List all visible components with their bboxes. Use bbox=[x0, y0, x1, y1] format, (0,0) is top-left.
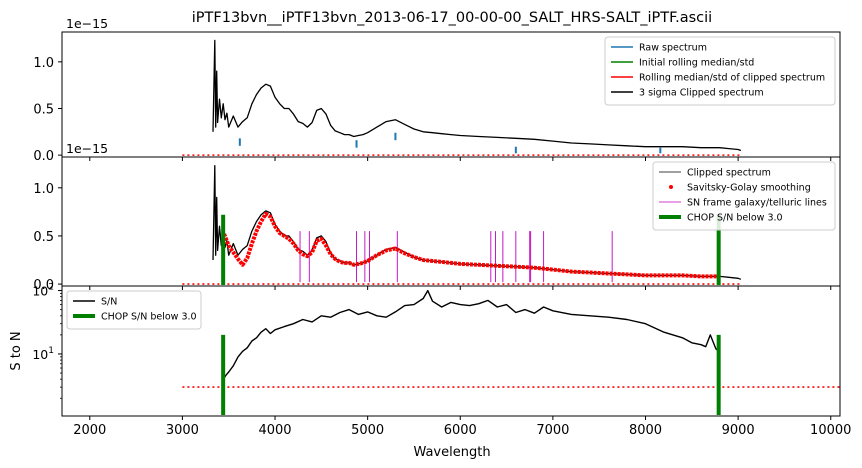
x-tick-label: 10000 bbox=[810, 423, 851, 438]
y-axis-label: S to N bbox=[9, 331, 24, 370]
legend-box bbox=[604, 36, 836, 106]
x-tick-label: 4000 bbox=[258, 423, 291, 438]
legend-entry: Clipped spectrum bbox=[687, 168, 771, 179]
legend-entry: S/N bbox=[101, 297, 117, 308]
y-tick-label: 0.0 bbox=[33, 278, 54, 293]
x-axis-label: Wavelength bbox=[413, 445, 490, 460]
signal-to-noise-line bbox=[222, 289, 720, 380]
legend-entry: CHOP S/N below 3.0 bbox=[101, 312, 197, 323]
spectrum-line bbox=[212, 39, 742, 152]
y-tick-label: 1.0 bbox=[33, 56, 54, 71]
legend-box bbox=[66, 290, 202, 330]
legend-entry: SN frame galaxy/telluric lines bbox=[687, 198, 827, 209]
x-tick-label: 6000 bbox=[444, 423, 477, 438]
legend-entry: CHOP S/N below 3.0 bbox=[687, 213, 783, 224]
x-tick-label: 3000 bbox=[166, 423, 199, 438]
legend-middle: Clipped spectrum Savitsky-Golay smoothing… bbox=[652, 161, 836, 231]
y-tick-label: 0.5 bbox=[33, 230, 54, 245]
legend-entry: Savitsky-Golay smoothing bbox=[687, 183, 811, 194]
y-offset-text: 1e−15 bbox=[66, 16, 108, 31]
legend-entry: 3 sigma Clipped spectrum bbox=[639, 88, 764, 99]
legend-entry: Rolling median/std of clipped spectrum bbox=[639, 73, 825, 84]
x-tick-label: 2000 bbox=[73, 423, 106, 438]
legend-box bbox=[652, 161, 836, 231]
x-tick-label: 7000 bbox=[536, 423, 569, 438]
savitsky-golay-curve bbox=[222, 211, 720, 279]
legend-bottom: S/N CHOP S/N below 3.0 bbox=[66, 290, 202, 330]
legend-entry: Raw spectrum bbox=[639, 43, 707, 54]
y-tick-label: 0.5 bbox=[33, 102, 54, 117]
legend-entry: Initial rolling median/std bbox=[639, 58, 754, 69]
x-tick-label: 8000 bbox=[629, 423, 662, 438]
x-tick-label: 5000 bbox=[351, 423, 384, 438]
legend-top: Raw spectrum Initial rolling median/std Ro… bbox=[604, 36, 836, 106]
y-tick-label: 1.0 bbox=[33, 182, 54, 197]
legend-marker bbox=[669, 185, 673, 189]
axes-frame-bottom bbox=[61, 285, 841, 417]
chart-title: iPTF13bvn__iPTF13bvn_2013-06-17_00-00-00… bbox=[192, 10, 712, 26]
y-tick-label: 102 bbox=[32, 283, 54, 299]
y-tick-label: 0.0 bbox=[33, 149, 54, 164]
y-offset-text: 1e−15 bbox=[66, 141, 108, 156]
x-tick-label: 9000 bbox=[722, 423, 755, 438]
y-tick-label: 101 bbox=[32, 346, 54, 362]
